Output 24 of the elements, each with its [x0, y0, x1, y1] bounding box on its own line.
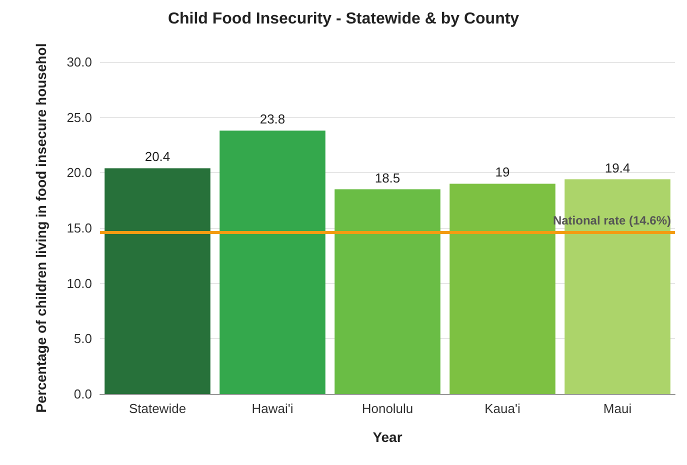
y-tick-label: 20.0 — [66, 165, 92, 180]
data-label: 19.4 — [604, 160, 630, 176]
chart-title: Child Food Insecurity - Statewide & by County — [168, 10, 520, 28]
y-tick-label: 15.0 — [66, 220, 92, 236]
y-tick-label: 30.0 — [66, 54, 92, 70]
y-axis-title: Percentage of children living in food insecure househol — [33, 43, 49, 413]
x-axis-title: Year — [372, 429, 403, 445]
bar — [104, 168, 210, 394]
y-tick-label: 5.0 — [74, 331, 92, 346]
bar — [334, 189, 440, 394]
y-tick-label: 0.0 — [74, 386, 92, 402]
x-tick-label: Honolulu — [362, 401, 414, 416]
x-tick-label: Hawai'i — [252, 401, 294, 416]
x-tick-label: Maui — [603, 401, 632, 416]
bar — [220, 130, 326, 394]
x-tick-label: Kaua'i — [484, 401, 520, 416]
y-tick-label: 10.0 — [66, 276, 92, 291]
data-label: 23.8 — [260, 112, 286, 127]
data-label: 19 — [495, 164, 510, 180]
data-label: 20.4 — [144, 149, 170, 164]
x-tick-label: Statewide — [128, 401, 186, 416]
y-tick-label: 25.0 — [66, 110, 92, 125]
data-label: 18.5 — [374, 170, 400, 186]
bar — [450, 184, 556, 394]
